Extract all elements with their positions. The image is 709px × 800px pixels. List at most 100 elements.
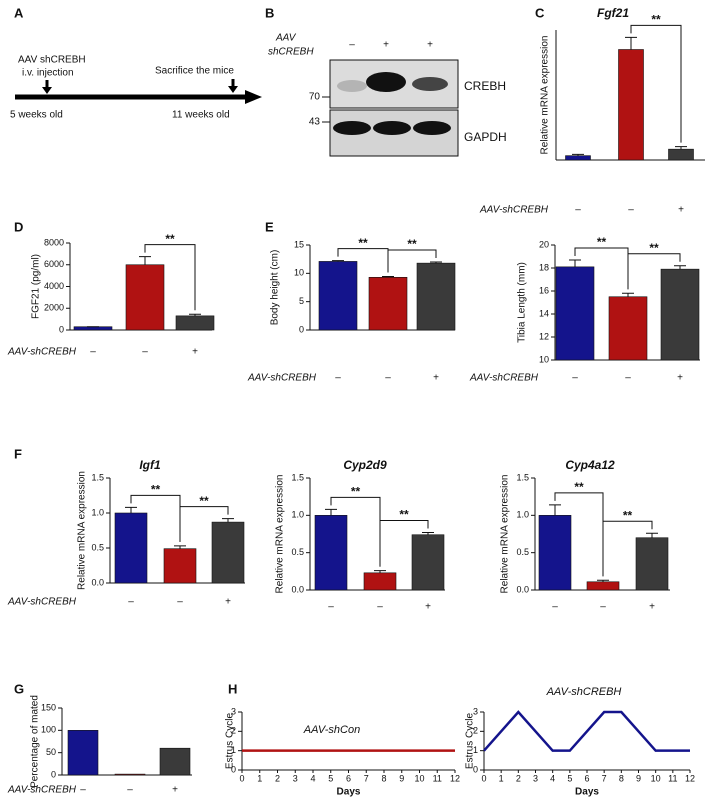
y-tick-label: 14 — [539, 308, 549, 318]
event-arrowhead — [228, 86, 238, 93]
y-tick-label: 1.0 — [91, 507, 104, 517]
significance-bracket — [144, 244, 196, 311]
timeline-start: 5 weeks old — [10, 110, 63, 121]
x-tick-label: 3 — [533, 773, 538, 783]
x-tick-label: 1 — [499, 773, 504, 783]
significance-bracket — [179, 506, 229, 542]
x-tick-label: 12 — [450, 773, 460, 783]
x-tick-label: – — [552, 602, 558, 613]
blot-band — [333, 121, 371, 135]
y-tick-label: 1.5 — [91, 472, 104, 482]
chart-title: Cyp2d9 — [343, 458, 387, 472]
x-axis-label: Days — [337, 787, 361, 798]
event-label: Sacrifice the mice — [155, 66, 234, 77]
bar — [411, 534, 445, 591]
panel-label: F — [14, 446, 22, 461]
timeline-arrowhead — [245, 90, 262, 104]
panel-label: D — [14, 219, 23, 234]
y-tick-label: 5 — [299, 296, 304, 306]
bar — [114, 773, 146, 776]
row-label: AAV-shCREBH — [7, 597, 77, 608]
x-tick-label: 4 — [550, 773, 555, 783]
significance-label: ** — [651, 13, 661, 27]
bar — [416, 262, 456, 331]
x-tick-label: 10 — [651, 773, 661, 783]
significance-bracket — [379, 520, 429, 567]
x-tick-label: 9 — [399, 773, 404, 783]
timeline-end: 11 weeks old — [172, 110, 230, 121]
error-bar — [139, 256, 151, 265]
error-bar — [189, 313, 201, 316]
x-tick-label: 0 — [239, 773, 244, 783]
y-tick-label: 10 — [539, 354, 549, 364]
bar — [114, 512, 148, 584]
significance-label: ** — [623, 508, 633, 522]
y-tick-label: 2000 — [44, 303, 64, 313]
marker-label: 70 — [309, 92, 321, 103]
y-axis-label: Tibia Length (mm) — [517, 262, 528, 343]
error-bar — [422, 532, 434, 535]
x-tick-label: 5 — [328, 773, 333, 783]
bar — [318, 261, 358, 331]
error-bar — [332, 260, 344, 262]
chart-title: Fgf21 — [597, 6, 629, 20]
lane-label: + — [427, 40, 433, 51]
lane-label: – — [349, 40, 355, 51]
x-tick-label: + — [425, 602, 431, 613]
y-tick-label: 10 — [294, 268, 304, 278]
x-tick-label: + — [192, 347, 198, 358]
error-bar — [597, 579, 609, 582]
y-tick-label: 4000 — [44, 281, 64, 291]
bar — [67, 730, 99, 776]
event-label: i.v. injection — [22, 68, 74, 79]
y-tick-label: 1.0 — [291, 510, 304, 520]
y-tick-label: 0 — [473, 764, 478, 774]
bar — [660, 268, 700, 361]
x-tick-label: – — [80, 785, 86, 796]
bar — [368, 276, 408, 331]
error-bar — [625, 36, 637, 50]
x-tick-label: – — [385, 373, 391, 384]
y-tick-label: 15 — [294, 239, 304, 249]
significance-label: ** — [358, 236, 368, 250]
x-tick-label: – — [575, 205, 581, 216]
panel-label: G — [14, 681, 24, 696]
panel-label: C — [535, 5, 545, 20]
x-tick-label: 0 — [481, 773, 486, 783]
bar — [586, 581, 620, 591]
x-tick-label: + — [433, 373, 439, 384]
x-axis-label: Days — [575, 787, 599, 798]
chart-title: AAV-shCon — [303, 724, 360, 736]
event-label: AAV shCREBH — [18, 55, 86, 66]
bar — [314, 515, 348, 591]
significance-bracket — [627, 253, 681, 290]
row-label: AAV-shCREBH — [469, 373, 539, 384]
blot-band — [373, 121, 411, 135]
x-tick-label: 12 — [685, 773, 695, 783]
y-tick-label: 0.0 — [291, 584, 304, 594]
x-tick-label: 6 — [584, 773, 589, 783]
y-tick-label: 0 — [59, 324, 64, 334]
error-bar — [125, 506, 137, 513]
y-tick-label: 0.0 — [91, 577, 104, 587]
x-tick-label: – — [625, 373, 631, 384]
y-tick-label: 100 — [41, 725, 56, 735]
band-label: CREBH — [464, 79, 506, 93]
event-arrowhead — [42, 87, 52, 94]
bar — [668, 148, 694, 161]
y-tick-label: 0.5 — [91, 542, 104, 552]
x-tick-label: – — [127, 785, 133, 796]
x-tick-label: – — [128, 597, 134, 608]
x-tick-label: 6 — [346, 773, 351, 783]
x-tick-label: – — [90, 347, 96, 358]
error-bar — [382, 275, 394, 278]
significance-label: ** — [165, 232, 175, 246]
significance-label: ** — [399, 508, 409, 522]
row-label: AAV-shCREBH — [247, 373, 317, 384]
y-tick-label: 3 — [231, 706, 236, 716]
bar — [538, 515, 572, 591]
marker-label: 43 — [309, 117, 321, 128]
x-tick-label: 4 — [310, 773, 315, 783]
x-tick-label: 7 — [364, 773, 369, 783]
y-tick-label: 18 — [539, 262, 549, 272]
